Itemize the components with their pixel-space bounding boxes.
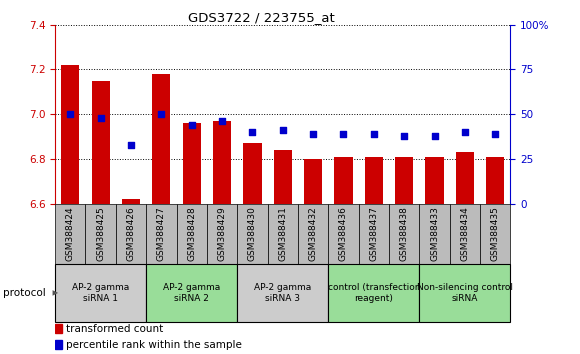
Text: transformed count: transformed count <box>67 324 164 334</box>
Text: GSM388428: GSM388428 <box>187 206 196 261</box>
Bar <box>425 156 444 204</box>
Bar <box>55 324 62 333</box>
Bar <box>55 340 62 349</box>
Text: Non-silencing control
siRNA: Non-silencing control siRNA <box>417 283 513 303</box>
Bar <box>334 156 353 204</box>
Point <box>278 127 287 133</box>
Bar <box>152 74 171 204</box>
FancyBboxPatch shape <box>419 204 450 264</box>
Point <box>187 122 196 128</box>
Bar <box>365 156 383 204</box>
Text: percentile rank within the sample: percentile rank within the sample <box>67 340 242 350</box>
Bar <box>274 150 292 204</box>
FancyBboxPatch shape <box>237 264 328 322</box>
FancyBboxPatch shape <box>267 204 298 264</box>
Bar <box>213 121 231 204</box>
Point <box>309 131 318 137</box>
FancyBboxPatch shape <box>85 204 116 264</box>
Text: protocol: protocol <box>3 288 46 298</box>
Bar <box>304 159 322 204</box>
Bar <box>92 81 110 204</box>
Point <box>126 142 136 147</box>
FancyBboxPatch shape <box>55 264 146 322</box>
FancyBboxPatch shape <box>116 204 146 264</box>
FancyBboxPatch shape <box>450 204 480 264</box>
FancyBboxPatch shape <box>389 204 419 264</box>
Point <box>66 111 75 117</box>
Text: GSM388433: GSM388433 <box>430 206 439 261</box>
FancyBboxPatch shape <box>328 204 358 264</box>
Text: GDS3722 / 223755_at: GDS3722 / 223755_at <box>187 11 335 24</box>
Text: GSM388434: GSM388434 <box>461 206 469 261</box>
Bar <box>456 152 474 204</box>
FancyBboxPatch shape <box>480 204 510 264</box>
Text: GSM388431: GSM388431 <box>278 206 287 261</box>
Bar <box>61 65 79 204</box>
Point <box>218 119 227 124</box>
FancyBboxPatch shape <box>328 264 419 322</box>
FancyBboxPatch shape <box>419 264 510 322</box>
Text: GSM388429: GSM388429 <box>218 206 227 261</box>
Bar <box>486 156 505 204</box>
Text: AP-2 gamma
siRNA 3: AP-2 gamma siRNA 3 <box>254 283 311 303</box>
FancyBboxPatch shape <box>298 204 328 264</box>
Text: GSM388436: GSM388436 <box>339 206 348 261</box>
FancyBboxPatch shape <box>207 204 237 264</box>
Point <box>400 133 409 138</box>
FancyBboxPatch shape <box>146 204 176 264</box>
Text: GSM388437: GSM388437 <box>369 206 378 261</box>
Text: GSM388426: GSM388426 <box>126 206 136 261</box>
Bar <box>183 123 201 204</box>
Point <box>157 111 166 117</box>
Text: GSM388425: GSM388425 <box>96 206 105 261</box>
Text: GSM388438: GSM388438 <box>400 206 409 261</box>
Text: GSM388427: GSM388427 <box>157 206 166 261</box>
Text: GSM388432: GSM388432 <box>309 206 318 261</box>
Bar <box>122 199 140 204</box>
Point <box>369 131 378 137</box>
Text: GSM388435: GSM388435 <box>491 206 500 261</box>
Point <box>430 133 439 138</box>
Point <box>96 115 105 121</box>
Point <box>339 131 348 137</box>
Text: AP-2 gamma
siRNA 2: AP-2 gamma siRNA 2 <box>163 283 220 303</box>
Text: GSM388424: GSM388424 <box>66 206 75 261</box>
Point <box>248 129 257 135</box>
Text: GSM388430: GSM388430 <box>248 206 257 261</box>
Bar <box>395 156 414 204</box>
FancyBboxPatch shape <box>358 204 389 264</box>
Bar <box>243 143 262 204</box>
Text: control (transfection
reagent): control (transfection reagent) <box>328 283 420 303</box>
FancyBboxPatch shape <box>176 204 207 264</box>
FancyBboxPatch shape <box>55 204 85 264</box>
Point <box>491 131 500 137</box>
Text: AP-2 gamma
siRNA 1: AP-2 gamma siRNA 1 <box>72 283 129 303</box>
FancyBboxPatch shape <box>237 204 267 264</box>
FancyBboxPatch shape <box>146 264 237 322</box>
Point <box>460 129 469 135</box>
